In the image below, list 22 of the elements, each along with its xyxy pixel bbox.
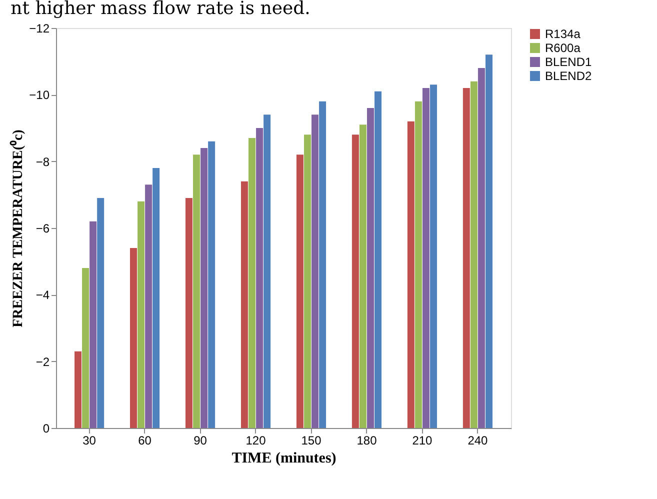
x-tick-label: 210 bbox=[412, 434, 433, 448]
y-axis-title: FREEZER TEMPERATURE(⁰c) bbox=[9, 129, 26, 328]
x-tick-label: 180 bbox=[356, 434, 378, 448]
x-tick-label: 30 bbox=[82, 434, 96, 448]
legend-label: R600a bbox=[545, 41, 581, 55]
x-tick-label: 60 bbox=[138, 434, 152, 448]
x-axis-title: TIME (minutes) bbox=[232, 450, 336, 466]
legend-label: BLEND1 bbox=[545, 55, 592, 69]
y-tick-label: −6 bbox=[36, 222, 50, 236]
y-tick-label: −12 bbox=[29, 22, 50, 36]
y-tick-label: −10 bbox=[29, 88, 50, 102]
y-tick-label: −8 bbox=[36, 154, 50, 169]
x-tick-label: 120 bbox=[246, 434, 266, 448]
text: nt higher mass flow rate is need. bbox=[10, 0, 310, 19]
y-tick-label: −4 bbox=[36, 288, 50, 302]
x-tick-label: 150 bbox=[301, 434, 322, 448]
legend-label: BLEND2 bbox=[545, 69, 592, 83]
x-tick-label: 90 bbox=[194, 434, 208, 448]
x-tick-label: 240 bbox=[468, 434, 488, 448]
y-tick-label: 0 bbox=[42, 422, 50, 436]
y-tick-label: −2 bbox=[36, 354, 50, 369]
legend-label: R134a bbox=[545, 27, 581, 41]
